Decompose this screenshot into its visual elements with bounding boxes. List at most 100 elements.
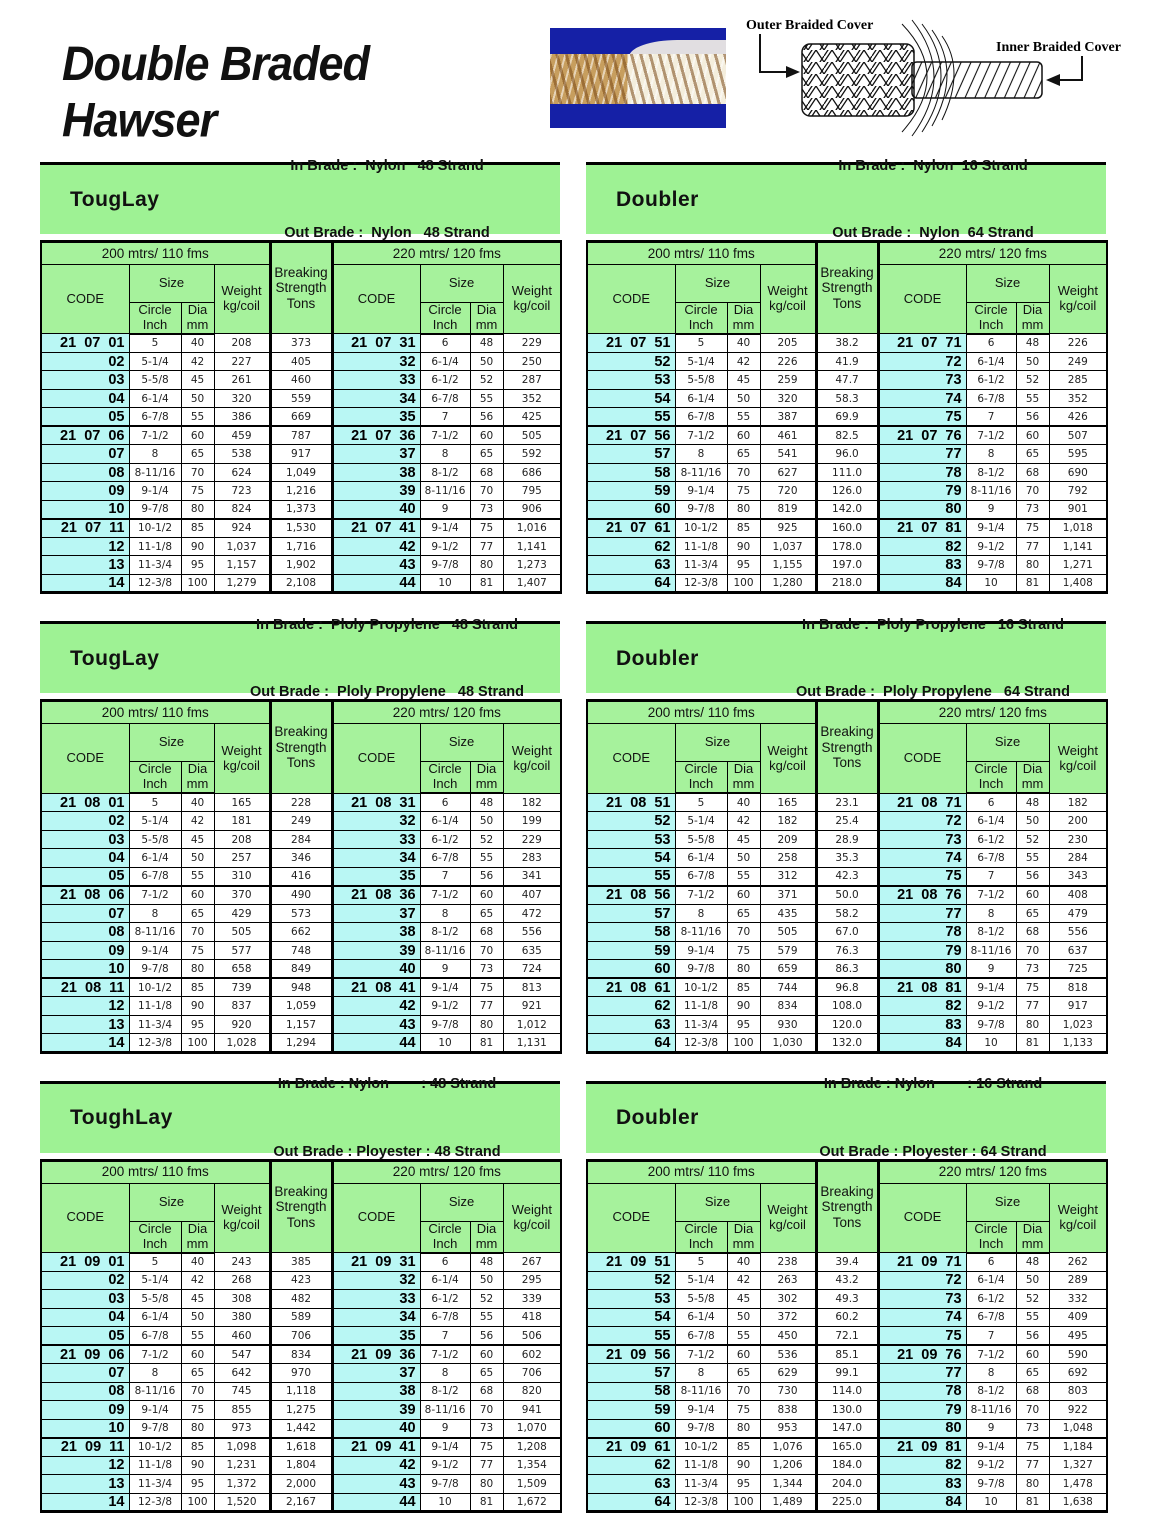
value-cell: 75: [469, 1436, 504, 1457]
value-cell: 65: [1015, 444, 1050, 464]
inner-arrow-line: [1060, 56, 1083, 81]
value-cell: 132.0: [814, 1033, 880, 1053]
value-cell: 9: [965, 1418, 1017, 1439]
value-cell: 68: [1015, 1381, 1050, 1402]
value-cell: 77: [1015, 996, 1050, 1016]
value-cell: 7: [965, 1326, 1017, 1346]
value-cell: 25.4: [814, 811, 880, 831]
value-cell: 418: [502, 1307, 562, 1328]
value-cell: 6-1/4: [965, 351, 1017, 372]
code-header: CODE: [331, 1182, 421, 1254]
braid-spec: In Brade : Nylon : 48 Strand Out Brade :…: [220, 1028, 560, 1208]
value-cell: 55: [180, 1326, 215, 1346]
value-cell: 602: [502, 1344, 562, 1365]
code-cell: 38: [331, 1381, 421, 1402]
code-cell: 05: [40, 866, 130, 887]
value-cell: 70: [469, 940, 504, 961]
table-row: 57 8 65 629 99.1 77 8 65 692: [586, 1363, 1108, 1383]
value-cell: 590: [1048, 1344, 1108, 1365]
value-cell: 80: [469, 555, 504, 575]
code-cell: 13: [40, 1014, 130, 1035]
value-cell: 6-1/4: [674, 1307, 728, 1328]
table-row: 21 09 06 7-1/2 60 547 834 21 09 36 7-1/2 60 602: [40, 1344, 562, 1365]
value-cell: 65: [180, 1363, 215, 1383]
value-cell: 8-11/16: [674, 922, 728, 942]
code-cell: 05: [40, 1326, 130, 1346]
table-header: 200 mtrs/ 110 fms Breaking Strength Tons…: [586, 1159, 1108, 1254]
value-cell: 405: [268, 351, 334, 372]
value-cell: 9-1/2: [419, 1455, 471, 1476]
value-cell: 460: [213, 1326, 271, 1346]
value-cell: 659: [759, 959, 817, 979]
code-cell: 21 07 11: [40, 517, 130, 538]
code-cell: 21 09 51: [586, 1252, 676, 1272]
value-cell: 9-1/4: [965, 517, 1017, 538]
value-cell: 52: [1015, 370, 1050, 390]
value-cell: 10: [965, 1033, 1017, 1053]
value-cell: 730: [759, 1381, 817, 1402]
value-cell: 547: [213, 1344, 271, 1365]
value-cell: 60: [469, 884, 504, 905]
value-cell: 45: [726, 370, 761, 390]
weight-header: Weight kg/coil: [759, 723, 817, 794]
code-cell: 64: [586, 1033, 676, 1053]
braided-cover-diagram: Outer Braided Cover Inner Braided Cover: [746, 18, 1121, 137]
value-cell: 287: [502, 370, 562, 390]
value-cell: 42: [180, 1270, 215, 1291]
braid-spec: In Brade : Ploly Propylene 16 Strand Out…: [766, 569, 1106, 749]
value-cell: 11-3/4: [128, 1474, 182, 1494]
dia-mm-header: Dia mm: [1015, 761, 1050, 795]
value-cell: 5: [674, 1252, 728, 1272]
code-cell: 21 08 06: [40, 884, 130, 905]
code-cell: 33: [331, 829, 421, 850]
code-cell: 55: [586, 1326, 676, 1346]
out-brade-line: Out Brade : Nylon 48 Strand: [284, 224, 490, 241]
value-cell: 60: [180, 1344, 215, 1365]
value-cell: 90: [726, 536, 761, 557]
value-cell: 90: [726, 1455, 761, 1476]
value-cell: 23.1: [814, 792, 880, 813]
value-cell: 52: [469, 370, 504, 390]
value-cell: 80: [180, 959, 215, 979]
value-cell: 917: [268, 444, 334, 464]
code-cell: 60: [586, 959, 676, 979]
code-cell: 79: [877, 1400, 967, 1420]
outer-arrow-line: [759, 34, 786, 73]
value-cell: 69.9: [814, 407, 880, 427]
value-cell: 48: [469, 792, 504, 813]
value-cell: 55: [469, 848, 504, 868]
value-cell: 60.2: [814, 1307, 880, 1328]
table-row: 21 08 56 7-1/2 60 371 50.0 21 08 76 7-1/2 60 408: [586, 884, 1108, 905]
dia-mm-header: Dia mm: [180, 761, 215, 795]
code-cell: 75: [877, 1326, 967, 1346]
value-cell: 426: [1048, 407, 1108, 427]
data-table: 200 mtrs/ 110 fms Breaking Strength Tons…: [586, 1158, 1109, 1514]
in-brade-line: In Brade : Nylon 16 Strand: [838, 157, 1028, 174]
value-cell: 67.0: [814, 922, 880, 942]
value-cell: 209: [759, 829, 817, 850]
code-cell: 10: [40, 1418, 130, 1439]
value-cell: 142.0: [814, 499, 880, 520]
code-cell: 57: [586, 444, 676, 464]
value-cell: 65: [726, 903, 761, 924]
value-cell: 312: [759, 866, 817, 887]
out-brade-line: Out Brade : Ploly Propylene 64 Strand: [796, 684, 1070, 701]
value-cell: 45: [726, 829, 761, 850]
breaking-strength-header: Breaking Strength Tons: [268, 1159, 334, 1254]
value-cell: 1,028: [213, 1033, 271, 1053]
code-cell: 09: [40, 481, 130, 501]
code-cell: 82: [877, 536, 967, 557]
code-cell: 53: [586, 370, 676, 390]
value-cell: 592: [502, 444, 562, 464]
value-cell: 1,279: [213, 573, 271, 594]
value-cell: 8: [128, 444, 182, 464]
value-cell: 80: [726, 499, 761, 520]
value-cell: 5-5/8: [128, 370, 182, 390]
code-cell: 21 08 51: [586, 792, 676, 813]
code-cell: 54: [586, 848, 676, 868]
value-cell: 199: [502, 811, 562, 831]
value-cell: 352: [1048, 388, 1108, 409]
value-cell: 1,231: [213, 1455, 271, 1476]
value-cell: 7-1/2: [419, 1344, 471, 1365]
value-cell: 1,373: [268, 499, 334, 520]
